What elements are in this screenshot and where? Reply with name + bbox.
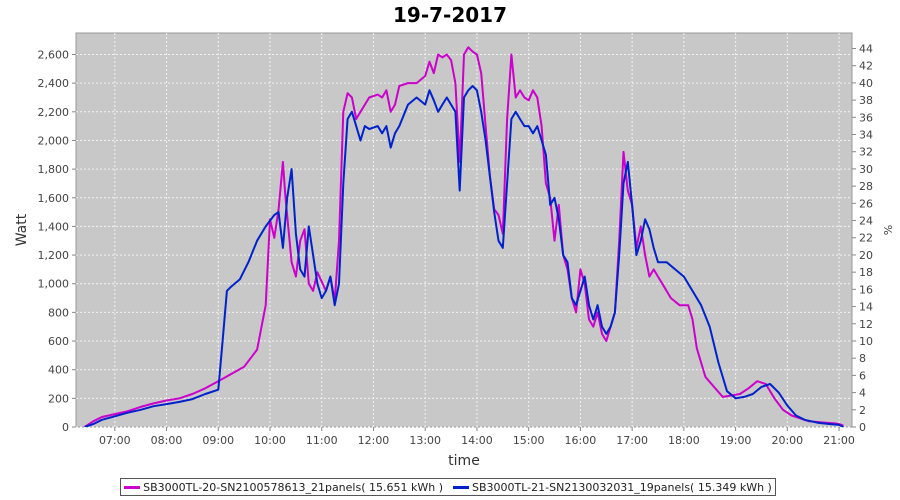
legend-label-series-1: SB3000TL-20-SN2100578613_21panels( 15.65… xyxy=(143,480,443,494)
x-tick-label: 18:00 xyxy=(668,434,700,447)
y2-tick-label: 26 xyxy=(859,197,873,210)
legend: SB3000TL-20-SN2100578613_21panels( 15.65… xyxy=(120,478,776,496)
x-tick-label: 07:00 xyxy=(99,434,131,447)
y-tick-label: 2,400 xyxy=(38,77,70,90)
x-tick-label: 19:00 xyxy=(720,434,752,447)
y2-tick-label: 28 xyxy=(859,180,873,193)
y-tick-label: 800 xyxy=(48,306,69,319)
y-tick-label: 2,000 xyxy=(38,134,70,147)
y2-tick-label: 30 xyxy=(859,163,873,176)
y2-tick-label: 4 xyxy=(859,387,866,400)
legend-swatch-series-2 xyxy=(453,485,469,489)
x-tick-label: 12:00 xyxy=(358,434,390,447)
x-tick-label: 10:00 xyxy=(254,434,286,447)
x-tick-label: 20:00 xyxy=(771,434,803,447)
y2-tick-label: 42 xyxy=(859,60,873,73)
y2-tick-label: 16 xyxy=(859,283,873,296)
y2-tick-label: 32 xyxy=(859,146,873,159)
x-tick-label: 15:00 xyxy=(513,434,545,447)
y2-tick-label: 40 xyxy=(859,77,873,90)
x-tick-label: 08:00 xyxy=(151,434,183,447)
x-axis-label: time xyxy=(448,453,480,469)
y2-tick-label: 24 xyxy=(859,215,873,228)
y2-tick-label: 36 xyxy=(859,111,873,124)
legend-item-series-2: SB3000TL-21-SN2130032031_19panels( 15.34… xyxy=(453,481,772,494)
y-tick-label: 400 xyxy=(48,364,69,377)
y-tick-label: 600 xyxy=(48,335,69,348)
y-tick-label: 1,400 xyxy=(38,220,70,233)
y-tick-label: 200 xyxy=(48,392,69,405)
y-tick-label: 1,200 xyxy=(38,249,70,262)
x-tick-label: 17:00 xyxy=(616,434,648,447)
y2-tick-label: 20 xyxy=(859,249,873,262)
chart-title: 19-7-2017 xyxy=(393,3,507,27)
x-tick-label: 16:00 xyxy=(565,434,597,447)
y2-tick-label: 44 xyxy=(859,42,873,55)
legend-swatch-series-1 xyxy=(124,485,141,489)
x-tick-label: 11:00 xyxy=(306,434,338,447)
y-axis-label: Watt xyxy=(14,213,30,246)
series-line-2 xyxy=(84,85,844,427)
y-tick-label: 2,200 xyxy=(38,106,70,119)
x-tick-label: 13:00 xyxy=(409,434,441,447)
y2-tick-label: 12 xyxy=(859,318,873,331)
x-tick-label: 09:00 xyxy=(202,434,234,447)
y-tick-label: 2,600 xyxy=(38,48,70,61)
legend-item-series-1: SB3000TL-20-SN2100578613_21panels( 15.65… xyxy=(124,481,443,494)
y2-tick-label: 38 xyxy=(859,94,873,107)
y2-tick-label: 14 xyxy=(859,301,873,314)
y2-tick-label: 18 xyxy=(859,266,873,279)
y2-tick-label: 0 xyxy=(859,421,866,434)
x-tick-label: 21:00 xyxy=(823,434,855,447)
y-tick-label: 1,800 xyxy=(38,163,70,176)
y-tick-label: 0 xyxy=(62,421,69,434)
y-tick-label: 1,000 xyxy=(38,278,70,291)
y2-tick-label: 34 xyxy=(859,129,873,142)
y-tick-label: 1,600 xyxy=(38,192,70,205)
legend-label-series-2: SB3000TL-21-SN2130032031_19panels( 15.34… xyxy=(472,480,772,494)
y2-tick-label: 6 xyxy=(859,369,866,382)
y2-tick-label: 8 xyxy=(859,352,866,365)
y2-tick-label: 22 xyxy=(859,232,873,245)
x-tick-label: 14:00 xyxy=(461,434,493,447)
y2-tick-label: 10 xyxy=(859,335,873,348)
y2-tick-label: 2 xyxy=(859,404,866,417)
y2-axis-label: % xyxy=(881,225,894,235)
